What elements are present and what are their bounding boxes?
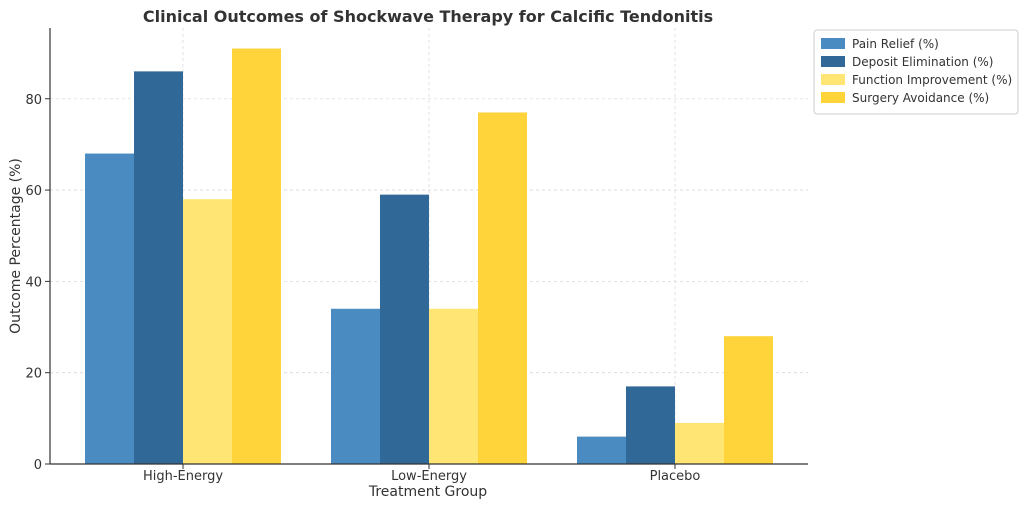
legend: Pain Relief (%) Deposit Elimination (%) Fu… bbox=[813, 29, 1019, 115]
x-tick-label: Low-Energy bbox=[391, 469, 467, 484]
y-tick-label: 0 bbox=[34, 458, 42, 473]
bar bbox=[183, 199, 232, 464]
y-tick-label: 20 bbox=[25, 367, 42, 382]
bar bbox=[478, 112, 527, 465]
bar bbox=[626, 386, 675, 464]
legend-label: Surgery Avoidance (%) bbox=[852, 91, 989, 105]
chart-title: Clinical Outcomes of Shockwave Therapy f… bbox=[143, 7, 713, 26]
legend-swatch bbox=[821, 56, 845, 67]
y-axis-label: Outcome Percentage (%) bbox=[8, 158, 24, 334]
y-tick-label: 80 bbox=[25, 93, 42, 108]
bar bbox=[380, 194, 429, 465]
bar bbox=[134, 71, 183, 464]
x-axis-label: Treatment Group bbox=[368, 484, 487, 500]
bar bbox=[577, 436, 626, 464]
legend-label: Deposit Elimination (%) bbox=[852, 55, 994, 69]
legend-label: Pain Relief (%) bbox=[852, 37, 939, 51]
legend-swatch bbox=[821, 74, 845, 85]
x-tick-layer: High-Energy Low-Energy Placebo bbox=[143, 464, 700, 484]
x-tick-label: High-Energy bbox=[143, 469, 223, 484]
bar bbox=[429, 308, 478, 464]
y-tick-layer: 0 20 40 60 80 bbox=[25, 93, 50, 473]
bar bbox=[232, 48, 281, 465]
bar-layer bbox=[85, 48, 773, 465]
bar bbox=[675, 422, 724, 464]
legend-swatch bbox=[821, 92, 845, 103]
y-tick-label: 60 bbox=[25, 184, 42, 199]
legend-frame bbox=[813, 29, 1019, 115]
legend-swatch bbox=[821, 38, 845, 49]
bar bbox=[85, 153, 134, 464]
bar bbox=[724, 336, 773, 464]
x-tick-label: Placebo bbox=[650, 469, 701, 484]
bar bbox=[331, 308, 380, 464]
legend-items: Pain Relief (%) Deposit Elimination (%) Fu… bbox=[821, 37, 1012, 105]
y-tick-label: 40 bbox=[25, 275, 42, 290]
legend-label: Function Improvement (%) bbox=[852, 73, 1012, 87]
